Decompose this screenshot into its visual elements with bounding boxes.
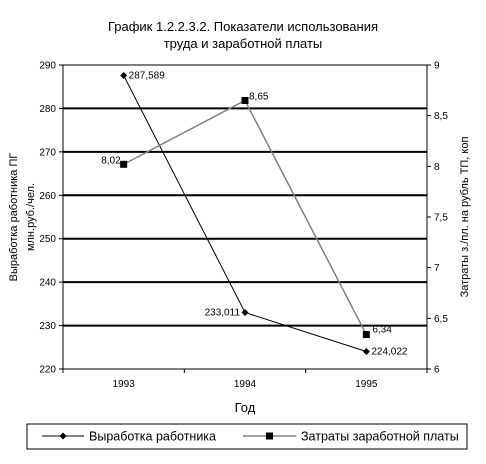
right-axis: 6 6,5 7 7,5 8 8,5 9	[427, 61, 448, 376]
plot-area	[62, 64, 428, 370]
data-point	[362, 331, 370, 339]
right-tick-label: 7,5	[434, 213, 448, 224]
data-label: 8,02	[101, 155, 121, 166]
left-tick-label: 270	[39, 147, 56, 158]
right-tick-label: 6,5	[434, 314, 448, 325]
data-point	[120, 160, 128, 168]
left-tick-label: 260	[39, 191, 56, 202]
right-tick-label: 9	[434, 61, 440, 72]
x-tick-label: 1994	[234, 379, 257, 390]
left-axis: 220 230 240 250 260 270 280 290	[39, 61, 63, 376]
data-point	[120, 71, 128, 79]
right-tick-label: 7	[434, 263, 440, 274]
x-axis: 1993 1994 1995	[62, 369, 428, 390]
right-tick-label: 6	[434, 365, 440, 376]
legend-label: Выработка работника	[89, 430, 216, 444]
data-label: 8,65	[249, 91, 269, 102]
right-tick-label: 8	[434, 162, 440, 173]
data-point	[241, 308, 249, 316]
left-tick-label: 250	[39, 234, 56, 245]
legend-entry-1: Выработка работника	[42, 430, 216, 444]
x-tick-label: 1995	[355, 379, 378, 390]
data-point	[241, 96, 249, 104]
left-tick-label: 290	[39, 61, 56, 72]
legend-marker	[266, 432, 273, 440]
left-tick-label: 220	[39, 365, 56, 376]
data-label: 224,022	[371, 347, 408, 358]
left-tick-label: 230	[39, 321, 56, 332]
chart-title-line1: График 1.2.2.3.2. Показатели использован…	[108, 19, 378, 34]
x-tick-label: 1993	[113, 379, 136, 390]
left-tick-label: 280	[39, 104, 56, 115]
data-label: 233,011	[205, 307, 241, 318]
y-axis-left-label-line2: млн.руб./чел.	[25, 183, 37, 251]
series-1: 287,589 233,011 224,022	[120, 70, 408, 358]
x-axis-label: Год	[235, 400, 256, 415]
series-2: 8,02 8,65 6,34	[101, 91, 392, 339]
left-tick-label: 240	[39, 278, 56, 289]
y-axis-left-label-line1: Выработка работника ПГ	[8, 153, 20, 282]
legend-label: Затраты заработной платы	[301, 430, 459, 444]
data-label: 287,589	[129, 70, 166, 81]
data-label: 6,34	[372, 325, 392, 336]
legend-entry-2: Затраты заработной платы	[243, 430, 459, 444]
legend: Выработка работника Затраты заработной пл…	[26, 423, 468, 450]
legend-marker	[59, 432, 67, 440]
chart-title-line2: труда и заработной платы	[164, 36, 323, 51]
series-layer: 287,589 233,011 224,022 8,02 8,65 6,34	[101, 70, 408, 357]
right-tick-label: 8,5	[434, 111, 448, 122]
legend-items: Выработка работника Затраты заработной пл…	[42, 430, 459, 444]
data-point	[362, 348, 370, 356]
gridlines	[63, 107, 427, 327]
y-axis-right-label: Затраты з./пл. на рубль ТП, коп	[459, 137, 471, 298]
series-line	[123, 99, 367, 335]
